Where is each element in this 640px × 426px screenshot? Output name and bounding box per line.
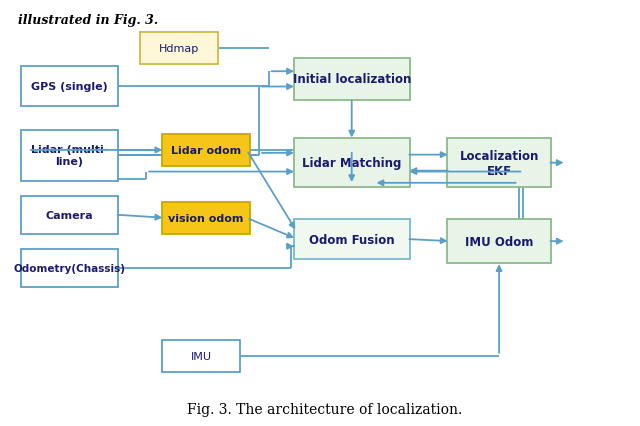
FancyBboxPatch shape xyxy=(447,139,551,187)
Text: Lidar Matching: Lidar Matching xyxy=(302,157,401,170)
Text: Lidar (multi-
line): Lidar (multi- line) xyxy=(31,145,108,167)
FancyBboxPatch shape xyxy=(21,130,118,181)
FancyBboxPatch shape xyxy=(162,202,250,234)
Text: Initial localization: Initial localization xyxy=(292,73,411,86)
Text: IMU Odom: IMU Odom xyxy=(465,235,533,248)
Text: Odometry(Chassis): Odometry(Chassis) xyxy=(13,263,125,273)
Text: Lidar odom: Lidar odom xyxy=(171,146,241,155)
Text: IMU: IMU xyxy=(191,351,212,361)
FancyBboxPatch shape xyxy=(21,67,118,107)
FancyBboxPatch shape xyxy=(447,219,551,264)
FancyBboxPatch shape xyxy=(21,249,118,287)
FancyBboxPatch shape xyxy=(294,139,410,187)
FancyBboxPatch shape xyxy=(294,219,410,259)
FancyBboxPatch shape xyxy=(140,33,218,65)
Text: GPS (single): GPS (single) xyxy=(31,82,108,92)
FancyBboxPatch shape xyxy=(162,340,241,372)
Text: Odom Fusion: Odom Fusion xyxy=(309,233,394,246)
Text: Hdmap: Hdmap xyxy=(159,44,200,54)
Text: Localization
EKF: Localization EKF xyxy=(460,149,539,177)
Text: illustrated in Fig. 3.: illustrated in Fig. 3. xyxy=(18,14,158,27)
FancyBboxPatch shape xyxy=(294,58,410,101)
Text: Camera: Camera xyxy=(45,210,93,220)
FancyBboxPatch shape xyxy=(21,196,118,234)
FancyBboxPatch shape xyxy=(162,135,250,167)
Text: Fig. 3. The architecture of localization.: Fig. 3. The architecture of localization… xyxy=(188,402,463,416)
Text: vision odom: vision odom xyxy=(168,213,244,223)
